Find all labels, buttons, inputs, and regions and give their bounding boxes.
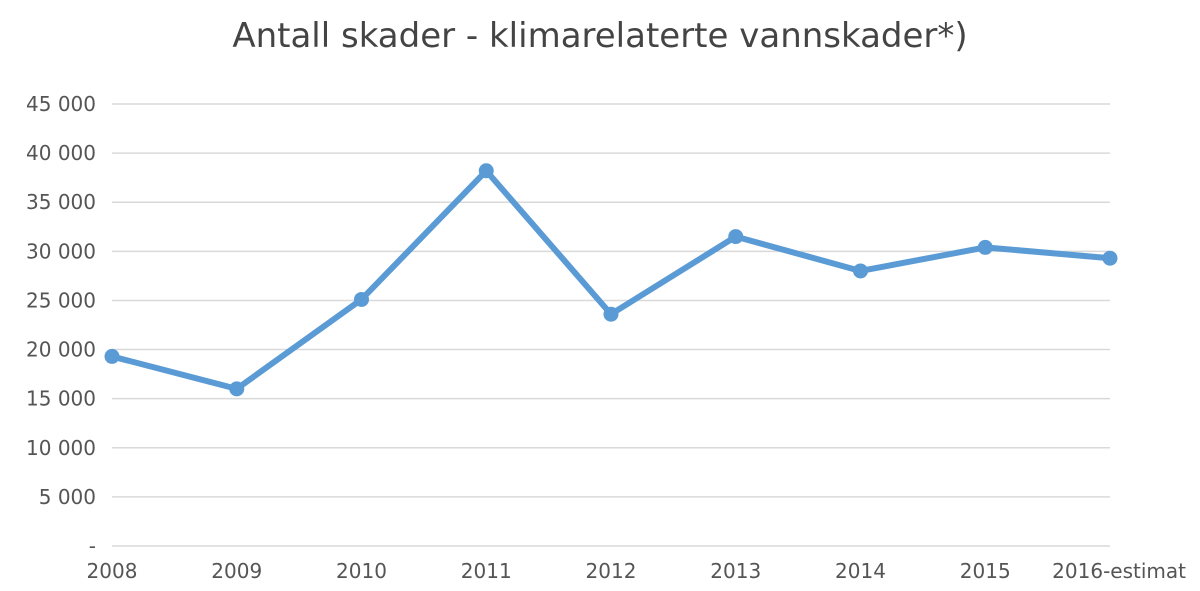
data-point xyxy=(603,306,619,322)
series-line xyxy=(109,167,1113,392)
x-tick-label: 2009 xyxy=(211,559,262,583)
data-point xyxy=(977,239,993,255)
data-point xyxy=(1102,250,1118,266)
x-tick-label: 2013 xyxy=(710,559,761,583)
x-axis-tick-labels: 2008 2009 2010 2011 2012 2013 2014 2015 2016-est… xyxy=(87,559,1187,583)
data-point xyxy=(354,291,369,307)
x-tick-label: 2014 xyxy=(835,559,886,583)
x-tick-label: 2008 xyxy=(87,559,138,583)
x-tick-label: 2011 xyxy=(461,559,512,583)
y-tick-label: - xyxy=(89,534,96,558)
y-tick-label: 5 000 xyxy=(39,485,96,509)
y-tick-label: 30 000 xyxy=(26,239,96,263)
y-tick-label: 20 000 xyxy=(26,338,96,362)
data-point xyxy=(104,348,120,364)
y-tick-label: 10 000 xyxy=(26,436,96,460)
data-point xyxy=(728,229,744,245)
series-layer xyxy=(104,163,1118,397)
data-point xyxy=(853,263,868,279)
x-tick-label: 2012 xyxy=(586,559,637,583)
x-tick-label: 2010 xyxy=(336,559,387,583)
y-tick-label: 15 000 xyxy=(26,387,96,411)
gridlines xyxy=(112,103,1110,547)
x-tick-label: 2015 xyxy=(960,559,1011,583)
y-tick-label: 45 000 xyxy=(26,92,96,116)
data-point xyxy=(478,163,494,179)
y-tick-label: 35 000 xyxy=(26,190,96,214)
y-tick-label: 25 000 xyxy=(26,288,96,312)
y-tick-label: 40 000 xyxy=(26,141,96,165)
data-point xyxy=(229,381,245,397)
x-tick-label: 2016-estimat xyxy=(1052,559,1186,583)
y-axis-tick-labels: - 5 000 10 000 15 000 20 000 25 000 30 000 35 0… xyxy=(26,92,96,558)
chart-title: Antall skader - klimarelaterte vannskade… xyxy=(232,16,968,56)
